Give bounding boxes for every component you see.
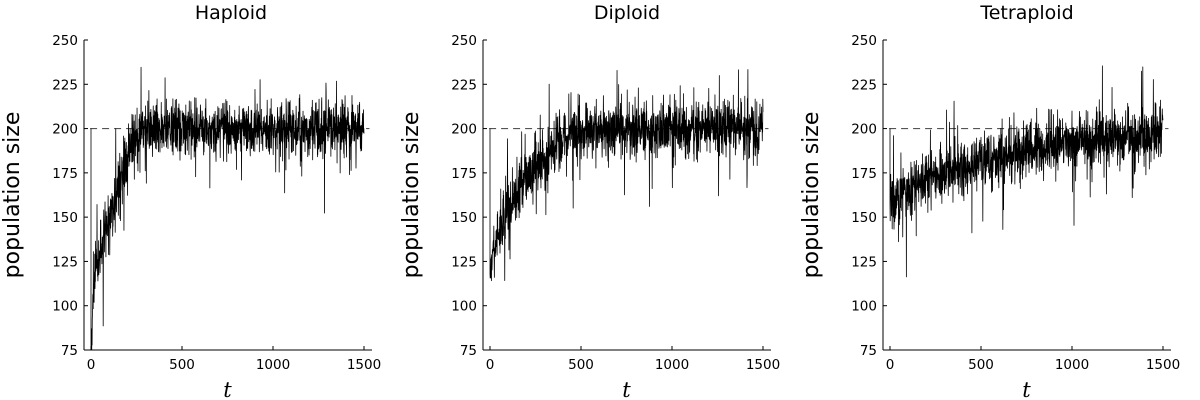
x-axis-label: t: [622, 378, 631, 400]
y-tick-label: 225: [451, 77, 477, 93]
series-line: [489, 69, 764, 282]
series-line: [889, 65, 1164, 278]
y-tick-label: 100: [451, 299, 477, 315]
series-line: [90, 66, 365, 351]
x-axis-label: t: [223, 378, 232, 400]
y-tick-label: 150: [851, 210, 877, 226]
y-tick-label: 225: [52, 77, 78, 93]
y-axis-label: population size: [399, 112, 424, 279]
panel-diploid: Diploid population size t 75 100 125 150 175 200…: [399, 2, 780, 400]
x-tick-label: 500: [568, 357, 594, 373]
y-tick-label: 175: [52, 166, 78, 182]
panel-title: Diploid: [594, 2, 660, 24]
x-tick-label: 1500: [1146, 357, 1180, 373]
y-axis-label: population size: [799, 112, 824, 279]
y-tick-label: 75: [460, 343, 477, 359]
panel-tetraploid: Tetraploid population size t 75 100 125 150 175…: [799, 2, 1180, 400]
y-tick-label: 250: [451, 33, 477, 49]
x-tick-label: 500: [968, 357, 994, 373]
x-tick-label: 0: [87, 357, 96, 373]
y-tick-label: 125: [451, 254, 477, 270]
x-tick-label: 0: [486, 357, 495, 373]
y-axis-label: population size: [0, 112, 25, 279]
y-tick-label: 75: [61, 343, 78, 359]
x-tick-label: 1000: [1055, 357, 1089, 373]
x-tick-label: 1500: [347, 357, 381, 373]
x-tick-label: 0: [886, 357, 895, 373]
y-tick-label: 250: [851, 33, 877, 49]
y-tick-label: 175: [851, 166, 877, 182]
y-tick-label: 250: [52, 33, 78, 49]
panel-haploid: Haploid population size t 75 100 125 150 175 200…: [0, 2, 381, 400]
y-tick-label: 100: [851, 299, 877, 315]
panel-title: Tetraploid: [979, 2, 1073, 24]
panel-title: Haploid: [195, 2, 267, 24]
y-tick-label: 175: [451, 166, 477, 182]
x-tick-label: 500: [169, 357, 195, 373]
x-axis-label: t: [1022, 378, 1031, 400]
y-tick-label: 125: [52, 254, 78, 270]
y-tick-label: 150: [52, 210, 78, 226]
y-tick-label: 125: [851, 254, 877, 270]
y-tick-label: 100: [52, 299, 78, 315]
x-tick-label: 1000: [256, 357, 290, 373]
x-tick-label: 1000: [655, 357, 689, 373]
y-tick-label: 225: [851, 77, 877, 93]
y-tick-label: 75: [860, 343, 877, 359]
y-tick-label: 150: [451, 210, 477, 226]
y-tick-label: 200: [451, 122, 477, 138]
y-tick-label: 200: [851, 122, 877, 138]
y-tick-label: 200: [52, 122, 78, 138]
x-tick-label: 1500: [746, 357, 780, 373]
